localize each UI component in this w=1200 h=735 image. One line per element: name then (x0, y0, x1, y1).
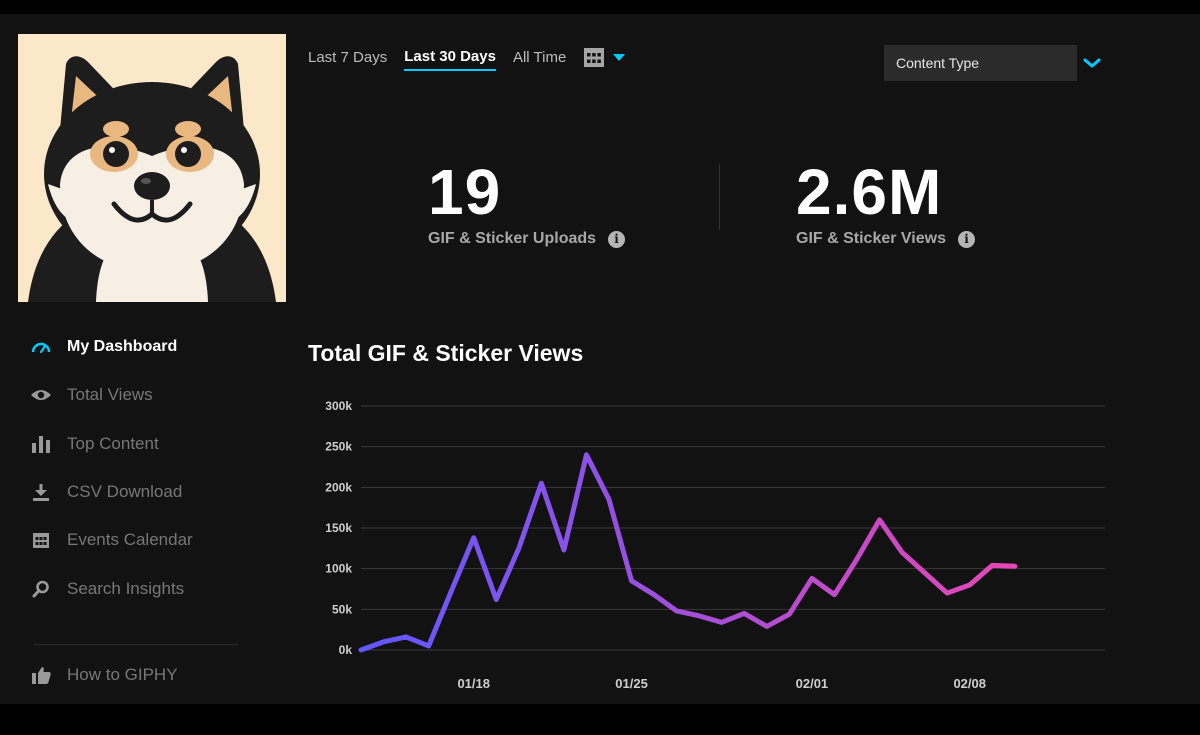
data-point[interactable] (652, 592, 657, 597)
calendar-icon (28, 529, 54, 551)
sidebar-item-label: CSV Download (67, 482, 183, 501)
dashboard-window: My Dashboard Total Views Top Content CSV… (0, 14, 1200, 704)
x-tick-label: 01/25 (615, 676, 648, 691)
uploads-count: 19 (428, 156, 502, 228)
download-icon (28, 481, 54, 503)
y-tick-label: 250k (325, 440, 352, 454)
uploads-stat: 19 GIF & Sticker Uploads i (428, 156, 626, 248)
data-point[interactable] (742, 611, 747, 616)
date-range-tabs: Last 7 Days Last 30 Days All Time (308, 48, 627, 71)
data-point[interactable] (809, 576, 814, 581)
thumbs-up-icon (28, 664, 54, 686)
data-point[interactable] (719, 620, 724, 625)
data-point[interactable] (697, 613, 702, 618)
data-point[interactable] (449, 589, 454, 594)
sidebar-item-label: Search Insights (67, 579, 185, 598)
tab-last-30-days[interactable]: Last 30 Days (404, 48, 496, 71)
data-point[interactable] (359, 648, 364, 653)
sidebar-item-label: Top Content (67, 434, 159, 453)
data-point[interactable] (967, 582, 972, 587)
views-line-chart: 0k 50k 100k 150k 200k 250k 300k 01/18 01/25 02/01… (325, 399, 1105, 691)
search-icon (28, 578, 54, 600)
x-tick-label: 02/08 (953, 676, 986, 691)
data-point[interactable] (494, 597, 499, 602)
x-tick-label: 01/18 (457, 676, 490, 691)
uploads-stat-label: GIF & Sticker Uploads i (428, 230, 626, 248)
sidebar-item-my-dashboard[interactable]: My Dashboard (28, 332, 177, 362)
info-icon[interactable]: i (958, 230, 975, 248)
data-point[interactable] (607, 497, 612, 502)
y-tick-label: 150k (325, 521, 352, 535)
sidebar-item-label: Total Views (67, 385, 153, 404)
data-point[interactable] (922, 570, 927, 575)
views-count: 2.6M (796, 156, 943, 228)
sidebar-divider (34, 644, 238, 645)
data-point[interactable] (629, 578, 634, 583)
caret-down-icon (613, 54, 626, 61)
data-point[interactable] (945, 591, 950, 596)
y-tick-label: 50k (332, 602, 352, 616)
sidebar-item-top-content[interactable]: Top Content (28, 429, 159, 459)
data-point[interactable] (900, 550, 905, 555)
data-point[interactable] (855, 556, 860, 561)
y-tick-label: 200k (325, 480, 352, 494)
sidebar-item-search-insights[interactable]: Search Insights (28, 574, 184, 604)
sidebar-item-how-to-giphy[interactable]: How to GIPHY (28, 660, 178, 690)
content-type-label: Content Type (884, 45, 1077, 81)
data-point[interactable] (877, 517, 882, 522)
sidebar-item-label: Events Calendar (67, 530, 193, 549)
eye-icon (28, 384, 54, 406)
shiba-dog-avatar-image (18, 34, 286, 302)
chevron-down-icon (1077, 45, 1106, 81)
data-point[interactable] (1012, 564, 1017, 569)
content-type-dropdown[interactable]: Content Type (884, 45, 1106, 81)
sidebar-item-label: My Dashboard (67, 338, 178, 355)
views-stat: 2.6M GIF & Sticker Views i (796, 160, 975, 248)
data-point[interactable] (539, 481, 544, 486)
chart-title: Total GIF & Sticker Views (308, 340, 584, 366)
uploads-label-text: GIF & Sticker Uploads (428, 230, 597, 247)
gauge-icon (28, 336, 54, 358)
profile-avatar[interactable] (18, 34, 286, 302)
data-point[interactable] (787, 612, 792, 617)
series-line (358, 452, 1018, 653)
views-label-text: GIF & Sticker Views (796, 230, 946, 247)
y-tick-label: 0k (339, 643, 353, 657)
sidebar-item-events-calendar[interactable]: Events Calendar (28, 525, 193, 555)
sidebar-item-total-views[interactable]: Total Views (28, 380, 153, 410)
data-point[interactable] (471, 535, 476, 540)
data-point[interactable] (832, 592, 837, 597)
tab-all-time[interactable]: All Time (512, 49, 567, 66)
info-icon[interactable]: i (608, 230, 626, 248)
data-point[interactable] (516, 546, 521, 551)
data-point[interactable] (764, 624, 769, 629)
date-picker-button[interactable] (583, 46, 627, 68)
views-stat-label: GIF & Sticker Views i (796, 230, 975, 248)
bar-chart-icon (28, 433, 54, 455)
data-point[interactable] (404, 634, 409, 639)
data-point[interactable] (561, 547, 566, 552)
y-tick-label: 100k (325, 562, 352, 576)
sidebar-item-csv-download[interactable]: CSV Download (28, 477, 182, 507)
stats-divider (719, 164, 720, 230)
data-point[interactable] (990, 563, 995, 568)
tab-last-7-days[interactable]: Last 7 Days (308, 49, 388, 66)
data-point[interactable] (674, 608, 679, 613)
x-tick-label: 02/01 (796, 676, 829, 691)
data-point[interactable] (381, 639, 386, 644)
y-tick-label: 300k (325, 399, 352, 413)
calendar-icon (584, 48, 605, 67)
data-point[interactable] (584, 452, 589, 457)
sidebar-item-label: How to GIPHY (67, 665, 178, 684)
data-point[interactable] (426, 643, 431, 648)
